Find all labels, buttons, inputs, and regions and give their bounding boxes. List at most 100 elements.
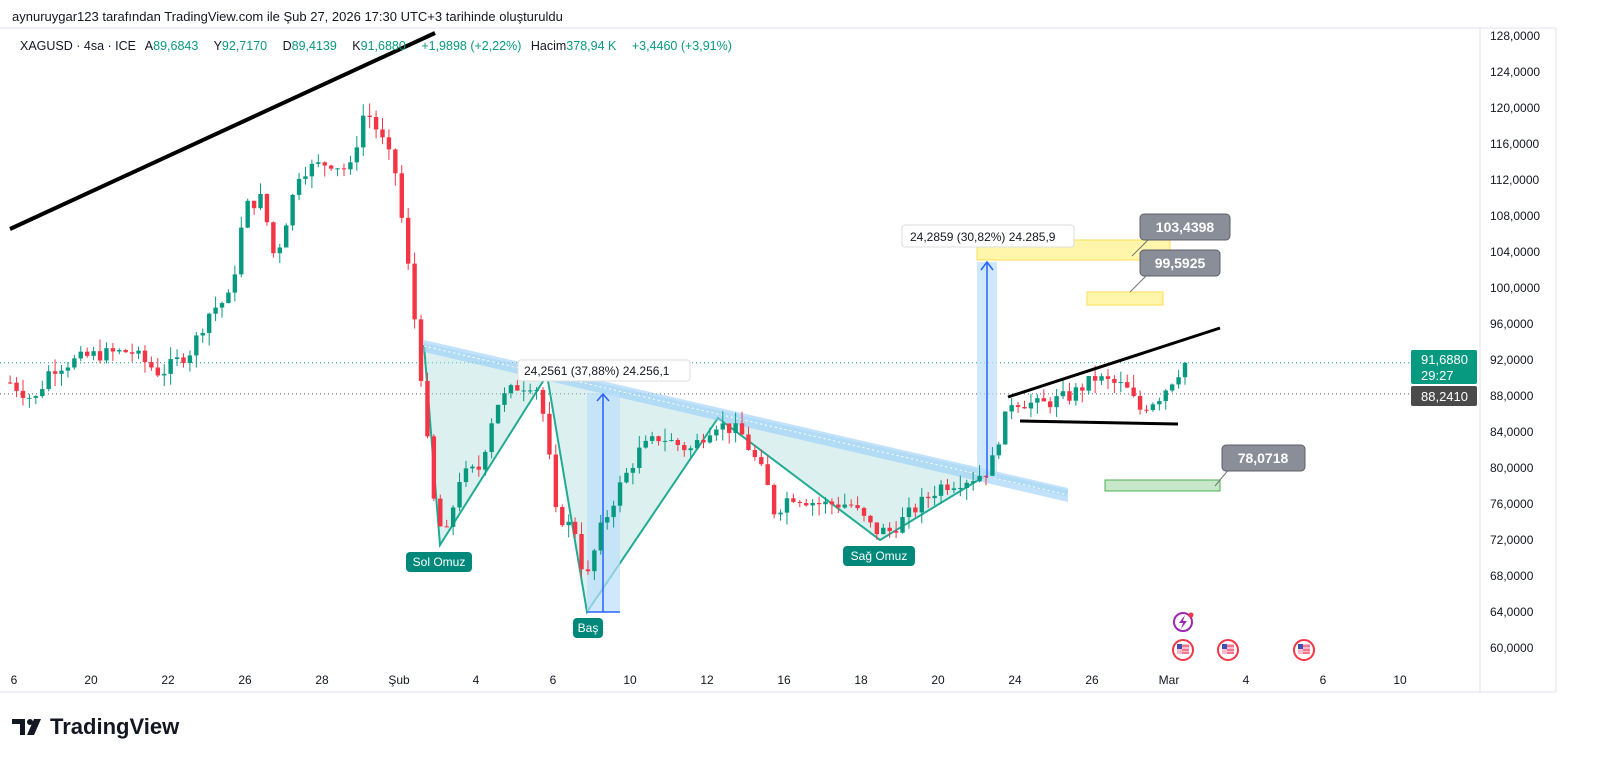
callout-target2-text: 99,5925 [1155, 255, 1206, 271]
candle-body [649, 436, 655, 441]
candle-body [117, 350, 122, 352]
candle-body [945, 484, 950, 491]
candle-body [1157, 401, 1162, 405]
candle-body [444, 526, 449, 528]
candle-body [1041, 398, 1046, 402]
candle-body [1092, 376, 1098, 381]
candle-body [1003, 411, 1008, 445]
dividend-lightning-icon[interactable] [1173, 612, 1194, 632]
candle-body [637, 447, 642, 468]
upper-wedge-line[interactable] [1007, 326, 1221, 399]
support-zone[interactable] [1104, 479, 1221, 492]
x-tick-label: 6 [1320, 673, 1327, 687]
y-tick-label: 100,0000 [1490, 281, 1540, 295]
candle-body [932, 495, 937, 499]
candle-body [495, 404, 501, 424]
candle-body [72, 358, 77, 368]
candle-body [893, 531, 899, 533]
y-tick-label: 88,0000 [1490, 389, 1534, 403]
x-tick-label: 22 [161, 673, 175, 687]
label-left-shoulder[interactable] [406, 552, 472, 572]
marked-price-tag [1411, 386, 1477, 406]
bar-countdown: 29:27 [1421, 368, 1454, 383]
measure-label-1 [517, 359, 691, 382]
callout-target1[interactable] [1139, 213, 1231, 241]
candle-body [791, 498, 796, 502]
candle-body [540, 389, 546, 414]
candle-body [810, 502, 815, 506]
x-tick-label: 16 [777, 673, 791, 687]
long-trend-line[interactable] [9, 31, 436, 231]
y-tick-label: 96,0000 [1490, 317, 1534, 331]
y-axis[interactable]: 128,0000 124,0000 120,0000 116,0000 112,0000… [1490, 29, 1540, 655]
candle-body [303, 176, 308, 179]
candle-body [1073, 387, 1079, 401]
candle-body [168, 359, 173, 374]
candle-body [194, 335, 199, 356]
x-axis[interactable]: 6 20 22 26 28 Şub 4 6 10 12 16 18 20 24 26 Mar 4 6 10 [11, 673, 1407, 687]
candle-body [361, 115, 366, 148]
candle-body [316, 162, 321, 164]
y-tick-label: 80,0000 [1490, 461, 1534, 475]
x-tick-label: 26 [1085, 673, 1099, 687]
candle-body [425, 380, 430, 437]
candle-body [354, 147, 360, 163]
candle-body [200, 332, 205, 336]
candle-body [887, 527, 892, 532]
candle-body [881, 527, 886, 535]
symbol-name[interactable]: XAGUSD · 4sa · ICE [20, 39, 136, 53]
candle-body [142, 350, 148, 363]
candle-body [733, 423, 738, 433]
candle-body [213, 307, 218, 314]
head-shoulders-fill [424, 343, 1068, 612]
us-event-flag-icon[interactable] [1217, 639, 1239, 661]
candle-body [245, 200, 250, 228]
high-value: 92,7170 [221, 39, 268, 53]
y-tick-label: 108,0000 [1490, 209, 1540, 223]
candle-body [527, 390, 533, 392]
candle-body [33, 396, 39, 398]
us-event-flag-icon[interactable] [1293, 639, 1315, 661]
label-head-text: Baş [578, 621, 599, 635]
candle-body [309, 163, 315, 177]
candle-body [386, 137, 392, 150]
candle-body [913, 507, 918, 513]
us-event-flag-icon[interactable] [1172, 639, 1194, 661]
callout-support[interactable] [1221, 444, 1306, 472]
candle-body [476, 466, 482, 470]
candle-body [874, 522, 880, 535]
candle-body [1131, 387, 1136, 396]
candle-body [7, 382, 13, 384]
candle-body [104, 348, 109, 361]
candle-body [155, 367, 161, 376]
x-tick-label: Şub [388, 673, 410, 687]
y-tick-label: 120,0000 [1490, 101, 1540, 115]
candle-body [328, 165, 334, 169]
measure-label-1-text: 24,2561 (37,88%) 24.256,1 [524, 364, 670, 378]
tradingview-logo[interactable]: TradingView [12, 714, 179, 740]
candle-body [1163, 390, 1168, 402]
lower-wedge-line[interactable] [1019, 419, 1179, 426]
x-tick-label: 6 [11, 673, 18, 687]
candle-body [977, 475, 982, 482]
y-tick-label: 68,0000 [1490, 569, 1534, 583]
target-zone-2[interactable] [1086, 291, 1164, 306]
arrow-up-icon [980, 260, 994, 271]
candle-body [1022, 406, 1027, 409]
label-right-shoulder[interactable] [843, 546, 915, 566]
close-label: K [352, 39, 361, 53]
candle-body [40, 389, 45, 397]
y-tick-label: 128,0000 [1490, 29, 1540, 43]
candle-body [450, 507, 456, 527]
candle-body [656, 436, 661, 442]
candle-body [399, 173, 404, 218]
candle-body [284, 225, 289, 248]
candle-body [739, 423, 745, 435]
callout-target2[interactable] [1139, 249, 1221, 277]
candle-body [630, 467, 636, 473]
candle-body [271, 222, 276, 254]
volume-change: +3,4460 (+3,91%) [631, 39, 732, 53]
label-head[interactable] [573, 618, 603, 638]
candle-body [855, 505, 860, 509]
